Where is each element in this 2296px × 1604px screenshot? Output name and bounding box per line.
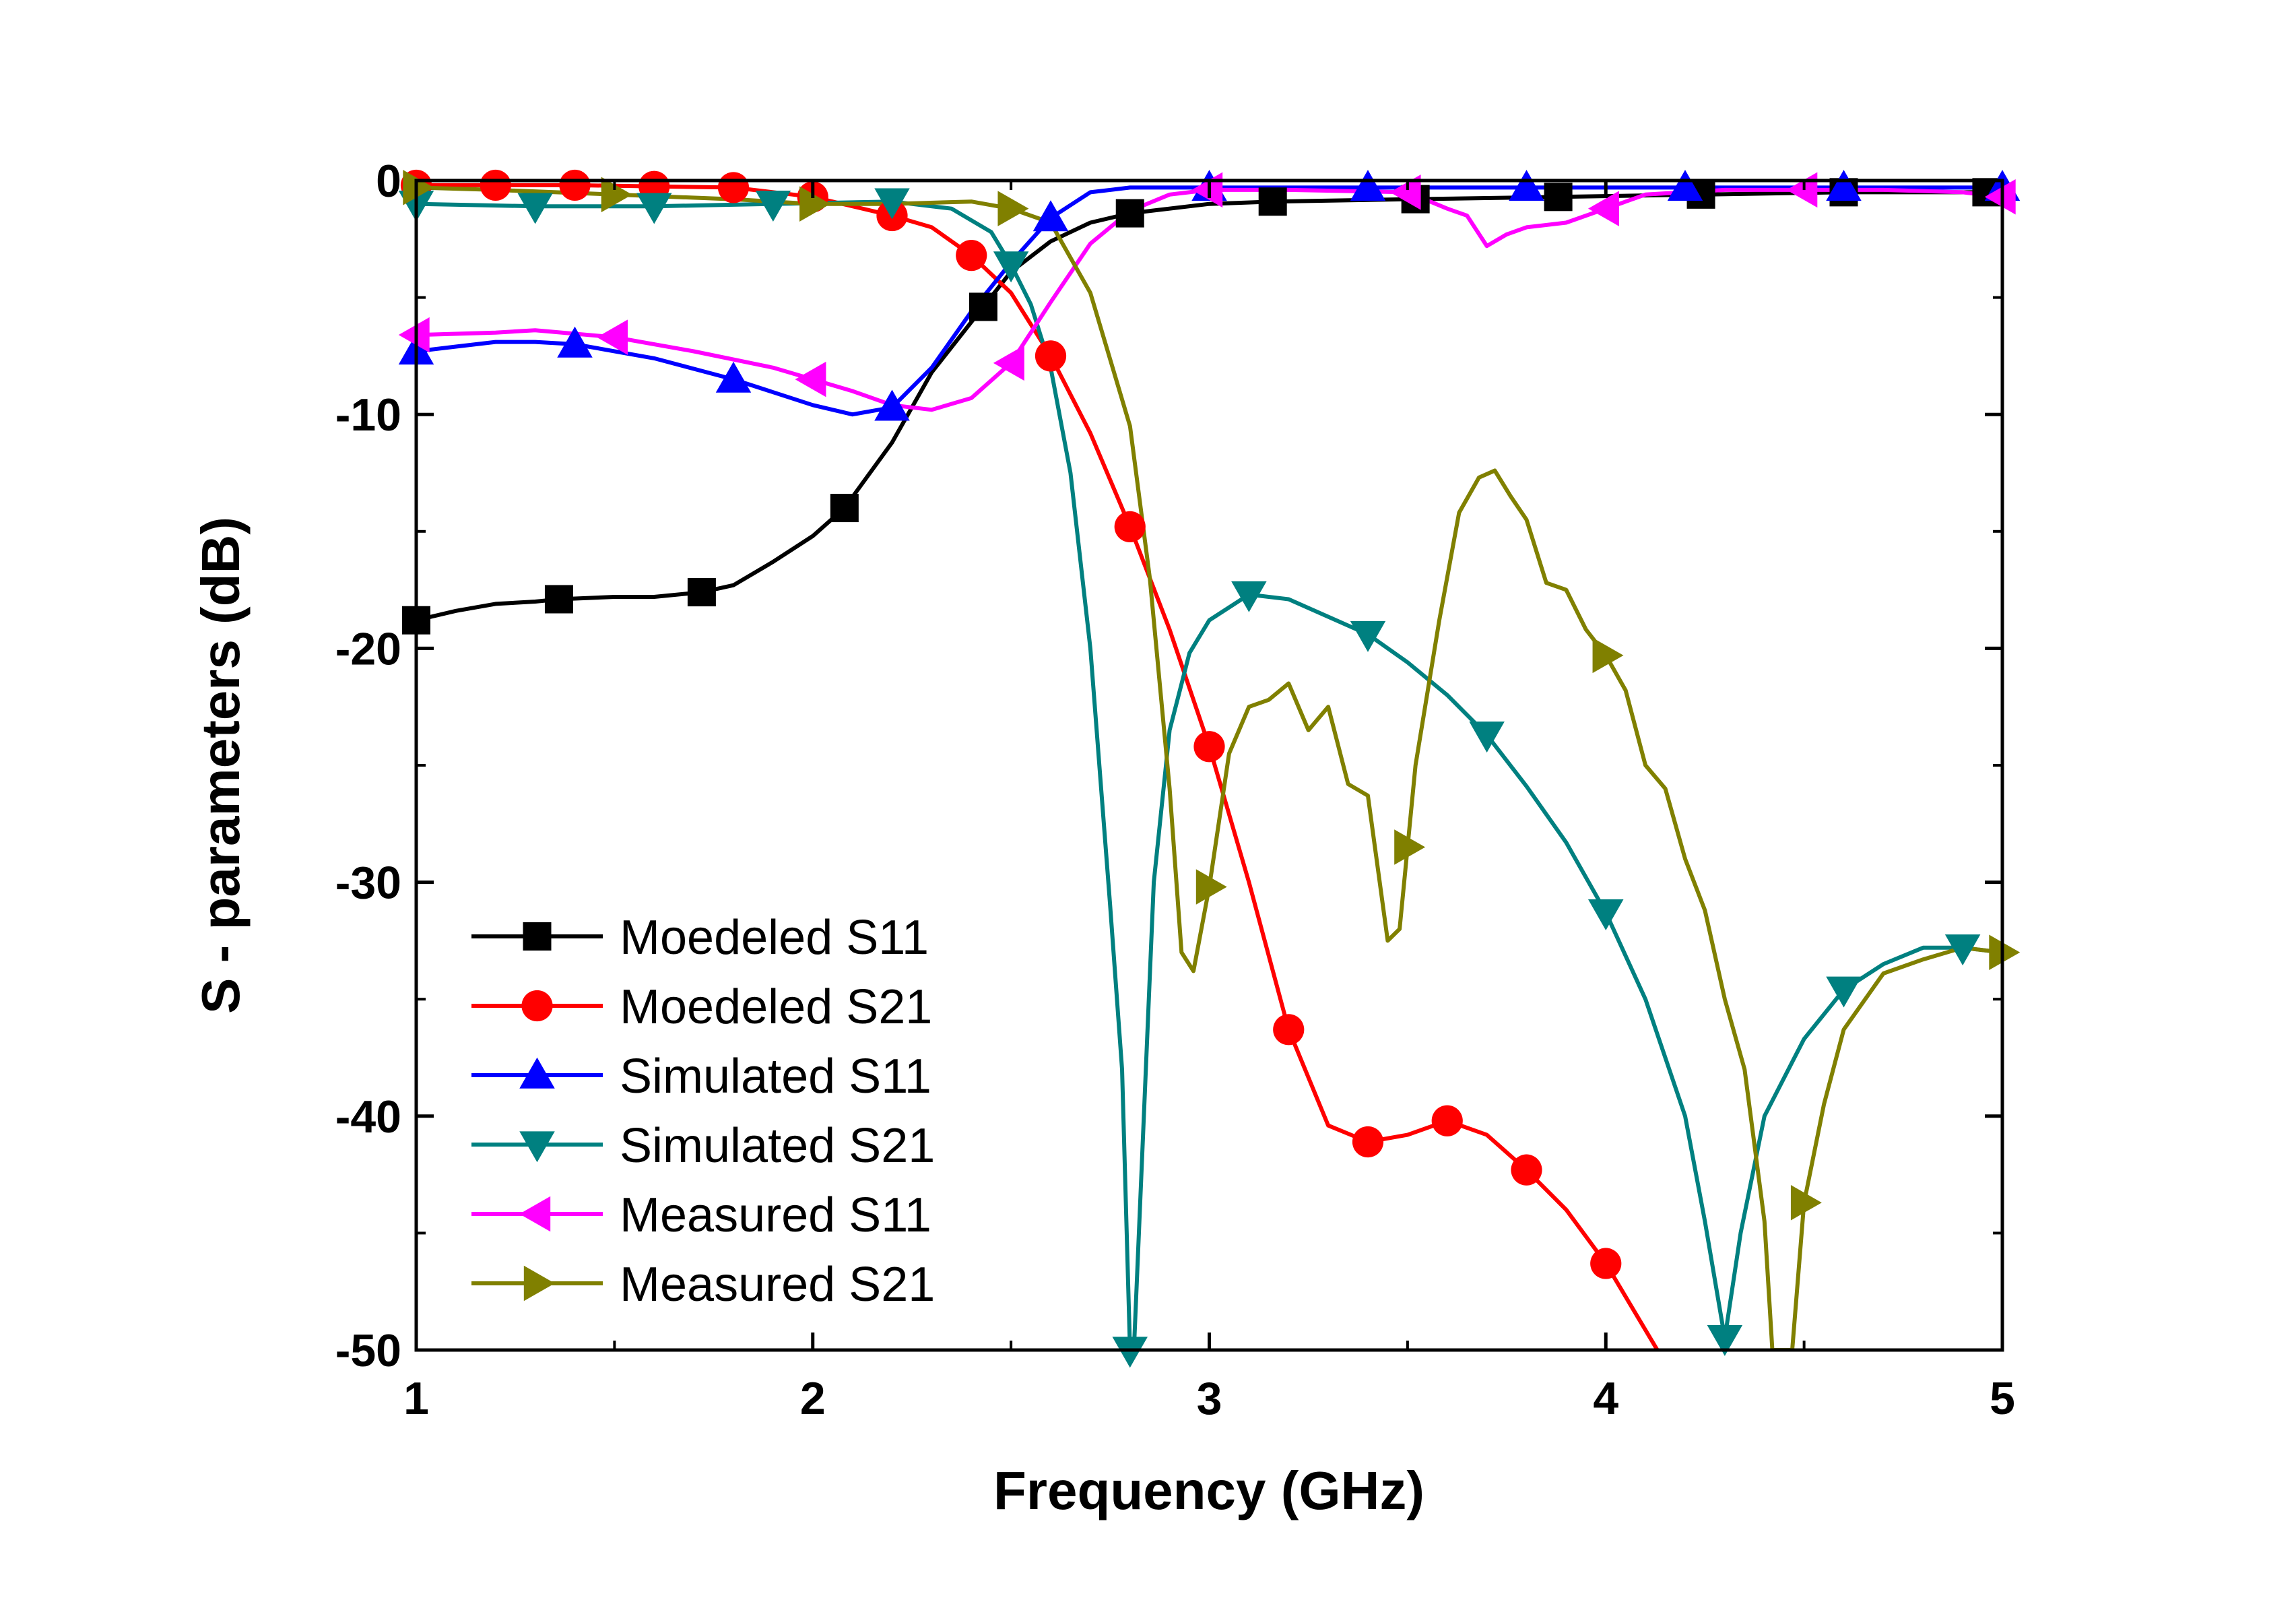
legend-label-simulated-s11: Simulated S11 [620,1050,931,1103]
marker-simulated-s21 [1231,581,1267,612]
marker-moedeled-s11 [1544,183,1573,212]
marker-moedeled-s21 [1273,1014,1305,1046]
y-tick-label: -50 [335,1325,401,1376]
marker-moedeled-s21 [1511,1154,1542,1186]
marker-measured-s21 [997,191,1029,226]
marker-moedeled-s21 [1431,1105,1463,1136]
marker-simulated-s21 [1944,934,1981,966]
marker-measured-s11 [795,361,826,397]
marker-simulated-s21 [993,251,1029,283]
marker-moedeled-s11 [969,292,997,321]
legend-label-moedeled-s21: Moedeled S21 [620,980,932,1034]
legend-marker-moedeled-s11 [523,922,552,951]
marker-measured-s21 [1394,829,1426,865]
x-tick-label: 2 [800,1373,826,1424]
marker-moedeled-s21 [1035,340,1067,372]
marker-moedeled-s21 [1193,731,1225,763]
x-axis-title: Frequency (GHz) [993,1461,1424,1520]
x-tick-label: 3 [1197,1373,1222,1424]
marker-simulated-s11 [1667,170,1703,201]
marker-measured-s21 [1790,1185,1822,1221]
marker-simulated-s21 [1469,721,1505,753]
marker-moedeled-s21 [717,172,750,203]
series-line-measured-s11 [416,187,2002,412]
marker-simulated-s21 [636,193,672,224]
x-tick-label: 5 [1990,1373,2015,1424]
x-tick-label: 4 [1593,1373,1618,1424]
marker-measured-s11 [993,345,1024,381]
marker-measured-s11 [597,319,628,355]
marker-layer [398,169,2021,1368]
y-tick-label: -40 [335,1091,401,1143]
marker-moedeled-s11 [830,494,859,523]
marker-simulated-s11 [557,326,593,358]
marker-moedeled-s11 [1258,187,1287,216]
marker-measured-s21 [601,177,632,213]
legend-label-measured-s11: Measured S11 [620,1188,931,1242]
marker-moedeled-s21 [956,240,987,271]
marker-simulated-s21 [1112,1337,1148,1368]
legend-marker-measured-s11 [519,1196,551,1232]
marker-simulated-s11 [1826,170,1862,201]
marker-simulated-s21 [1350,620,1386,652]
legend-label-simulated-s21: Simulated S21 [620,1119,935,1173]
marker-measured-s11 [1389,174,1421,210]
y-tick-label: -10 [335,389,401,441]
legend-marker-simulated-s11 [519,1057,555,1089]
legend-label-moedeled-s11: Moedeled S11 [620,911,929,965]
legend: Moedeled S11 Moedeled S21 Simulated S11 Sim… [471,911,935,1312]
y-tick-label: 0 [376,156,401,207]
marker-simulated-s11 [1350,170,1386,201]
marker-simulated-s11 [1509,170,1544,201]
marker-measured-s21 [1592,637,1624,674]
marker-measured-s21 [403,170,434,205]
marker-measured-s11 [1588,191,1619,226]
marker-simulated-s21 [1826,976,1862,1008]
marker-simulated-s21 [1588,899,1624,930]
marker-measured-s11 [398,317,430,353]
series-line-measured-s21 [416,185,2002,1350]
marker-simulated-s21 [874,188,910,220]
legend-marker-moedeled-s21 [521,990,553,1022]
legend-marker-simulated-s21 [519,1131,555,1163]
y-tick-label: -30 [335,858,401,909]
legend-marker-measured-s21 [523,1265,555,1302]
marker-moedeled-s21 [1352,1126,1384,1158]
marker-moedeled-s11 [1115,199,1144,228]
marker-simulated-s11 [715,361,752,393]
legend-label-measured-s21: Measured S21 [620,1258,935,1312]
marker-measured-s21 [1989,934,2021,971]
marker-simulated-s21 [1707,1324,1743,1356]
y-tick-label: -20 [335,623,401,674]
marker-measured-s21 [799,186,830,222]
marker-simulated-s21 [517,193,553,224]
y-axis-title: S - parameters (dB) [191,517,251,1014]
x-tick-label: 1 [403,1373,429,1424]
marker-simulated-s11 [1032,200,1069,232]
marker-simulated-s11 [874,389,910,421]
marker-simulated-s21 [755,191,791,222]
marker-moedeled-s21 [1114,511,1146,542]
marker-moedeled-s11 [544,585,573,614]
marker-moedeled-s11 [687,578,716,607]
marker-moedeled-s21 [559,169,591,201]
marker-moedeled-s21 [1590,1248,1622,1279]
series-line-simulated-s11 [416,185,2002,417]
marker-moedeled-s21 [480,169,511,201]
marker-measured-s11 [1984,179,2016,215]
tick-layer: 1 2 3 4 5 0 -10 -20 -30 -40 -50 [335,156,2015,1424]
marker-measured-s21 [1195,869,1227,905]
